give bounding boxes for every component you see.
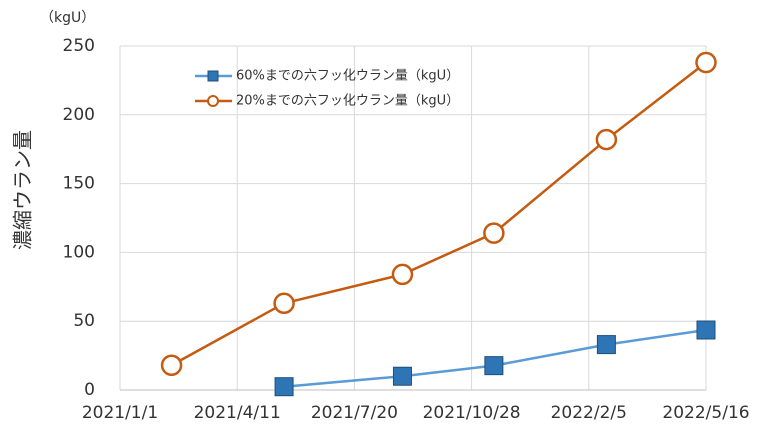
x-tick-label: 2021/1/1	[82, 403, 158, 423]
legend-marker	[207, 70, 219, 82]
x-tick-label: 2021/10/28	[423, 403, 521, 423]
y-axis-label: 濃縮ウラン量	[11, 130, 35, 250]
marker	[483, 222, 505, 244]
marker	[484, 356, 504, 376]
y-tick-label: 250	[63, 36, 95, 56]
marker	[274, 377, 294, 397]
marker	[696, 320, 716, 340]
legend-label: 60%までの六フッ化ウラン量（kgU）	[236, 69, 459, 84]
legend-label: 20%までの六フッ化ウラン量（kgU）	[236, 94, 459, 109]
y-tick-label: 200	[63, 105, 95, 125]
marker	[392, 366, 412, 386]
marker	[695, 51, 717, 74]
x-tick-label: 2022/2/5	[551, 403, 627, 423]
y-tick-label: 0	[84, 380, 95, 400]
x-tick-label: 2021/7/20	[311, 403, 398, 423]
marker	[391, 263, 414, 286]
legend-marker	[207, 95, 219, 107]
unit-label: （kgU）	[40, 10, 95, 26]
marker	[273, 292, 295, 315]
marker	[595, 128, 618, 151]
marker	[160, 354, 183, 376]
y-tick-label: 100	[63, 242, 95, 262]
marker	[596, 335, 616, 355]
x-tick-label: 2022/5/16	[662, 403, 749, 423]
y-tick-label: 50	[73, 311, 95, 331]
series-line	[170, 61, 707, 367]
y-tick-label: 150	[63, 174, 95, 194]
x-tick-label: 2021/4/11	[194, 403, 281, 423]
